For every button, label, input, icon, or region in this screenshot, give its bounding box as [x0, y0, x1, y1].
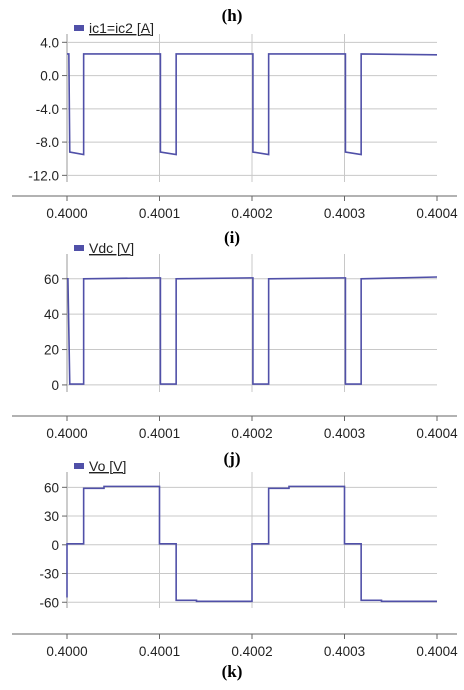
y-tick-label: -4.0: [36, 102, 59, 117]
y-tick-label: -30: [39, 567, 59, 582]
x-tick-label: 0.4004: [416, 206, 458, 221]
caption-i: (i): [223, 228, 241, 247]
y-tick-label: 40: [44, 307, 59, 322]
y-tick-label: 4.0: [40, 35, 59, 50]
x-tick-label: 0.4003: [324, 426, 365, 441]
x-tick-label: 0.4003: [324, 206, 365, 221]
y-tick-label: 60: [44, 272, 59, 287]
x-tick-label: 0.4004: [416, 426, 458, 441]
x-tick-label: 0.4002: [231, 426, 272, 441]
caption-h: (h): [221, 6, 243, 25]
x-tick-label: 0.4000: [46, 644, 87, 659]
chart-vo: 60 30 0 -30 -60 0.4000 0.4001 0.4002 0.4003 0.400…: [12, 458, 458, 659]
y-tick-label: -8.0: [36, 135, 59, 150]
x-tick-label: 0.4001: [139, 644, 180, 659]
y-tick-label: -60: [39, 595, 59, 610]
legend-label: Vdc [V]: [89, 240, 134, 256]
x-tick-label: 0.4003: [324, 644, 365, 659]
x-tick-label: 0.4000: [46, 206, 87, 221]
y-tick-label: 20: [44, 343, 59, 358]
y-tick-label: -12.0: [28, 168, 59, 183]
x-tick-label: 0.4004: [416, 644, 458, 659]
y-tick-label: 0: [51, 378, 59, 393]
legend-label: ic1=ic2 [A]: [89, 20, 154, 36]
x-tick-label: 0.4001: [139, 206, 180, 221]
series-line: [66, 485, 437, 603]
y-tick-label: 60: [44, 480, 59, 495]
chart-vdc: 60 40 20 0 0.4000 0.4001 0.4002 0.4003 0.4004 Vdc…: [12, 240, 458, 441]
y-tick-label: 30: [44, 509, 59, 524]
x-tick-label: 0.4000: [46, 426, 87, 441]
caption-j: (j): [223, 449, 241, 468]
y-tick-label: 0.0: [40, 69, 59, 84]
y-tick-label: 0: [51, 538, 59, 553]
x-tick-label: 0.4002: [231, 206, 272, 221]
chart-ic1-ic2: 4.0 0.0 -4.0 -8.0 -12.0 0.4000 0.4001 0.4002 0.4…: [12, 20, 458, 221]
caption-k: (k): [221, 662, 243, 681]
legend-swatch: [74, 463, 84, 469]
series-line: [67, 53, 438, 156]
legend-label: Vo [V]: [89, 458, 126, 474]
legend-swatch: [74, 245, 84, 251]
legend-swatch: [74, 25, 84, 31]
x-tick-label: 0.4002: [231, 644, 272, 659]
x-tick-label: 0.4001: [139, 426, 180, 441]
series-line: [67, 276, 438, 385]
